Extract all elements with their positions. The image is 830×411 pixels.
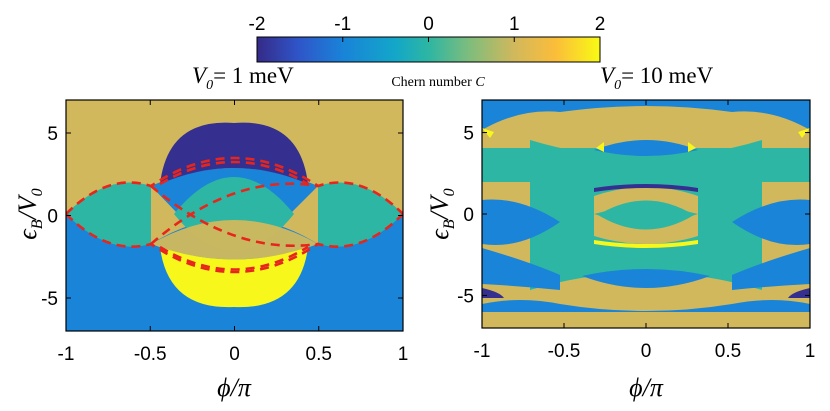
bottom-band-c-minus1 xyxy=(482,300,810,312)
purple-sliver-br xyxy=(788,288,810,298)
colorbar-label: Chern number C xyxy=(391,75,485,90)
colorbar-tick-label: -2 xyxy=(249,14,266,35)
lens-left-c0 xyxy=(66,182,151,247)
y-tick-label: 5 xyxy=(463,124,474,145)
dash-upper-arc xyxy=(66,156,403,215)
x-tick-label: 0.5 xyxy=(715,341,741,362)
gap-closing-lines xyxy=(66,156,403,274)
x-tick-label: 1 xyxy=(805,341,816,362)
yellow-sliver-tl xyxy=(482,128,494,138)
colorbar: -2 -1 0 1 2 Chern number C xyxy=(249,14,606,90)
panel-left-plot xyxy=(66,100,403,331)
dome-c-minus2 xyxy=(160,122,308,184)
panel-right-xlabel: ϕ/π xyxy=(629,373,664,402)
x-tick-label: 0 xyxy=(229,344,240,365)
left-lobe-c-minus1 xyxy=(482,199,560,246)
colorbar-tick-label: -1 xyxy=(334,14,351,35)
panel-left: V0= 1 meV -1 -0.5 0 0.5 1 5 0 -5 ϕ/π ϵB/V0 xyxy=(13,63,408,402)
colorbar-tick-label: 0 xyxy=(423,14,434,35)
center-top-c-minus1 xyxy=(594,140,698,156)
right-lower-lobe-c-minus1 xyxy=(732,248,810,290)
left-lower-lobe-c-minus1 xyxy=(482,248,560,290)
y-tick-label: 5 xyxy=(47,124,58,145)
panel-right: V0= 10 meV -1 -0.5 0 0.5 1 5 0 -5 xyxy=(425,63,815,402)
x-tick-label: -0.5 xyxy=(134,344,167,365)
colorbar-tick-label: 2 xyxy=(595,14,606,35)
y-tick-label: 0 xyxy=(47,207,58,228)
lower-mid-c-plus1 xyxy=(151,220,318,260)
colorbar-ticks: -2 -1 0 1 2 xyxy=(249,14,606,42)
yellow-sliver-center-r xyxy=(688,142,696,152)
x-tick-label: 1 xyxy=(398,344,409,365)
center-thin-bottom-c-plus2 xyxy=(594,240,698,248)
dash-lower-arc xyxy=(66,213,403,274)
top-band-c-minus1 xyxy=(482,100,810,130)
panel-left-xlabel: ϕ/π xyxy=(217,373,252,402)
panel-right-axes: -1 -0.5 0 0.5 1 5 0 -5 xyxy=(457,100,815,362)
dash-top-ellipse xyxy=(159,160,309,186)
yellow-sliver-tr xyxy=(798,128,810,138)
y-tick-label: -5 xyxy=(41,289,58,310)
lens-right-c0 xyxy=(318,182,403,247)
x-tick-label: -1 xyxy=(474,341,491,362)
x-tick-label: -0.5 xyxy=(548,341,581,362)
dash-cross-a xyxy=(150,185,319,248)
yellow-sliver-center xyxy=(596,142,604,152)
bowl-c-plus2 xyxy=(160,247,308,308)
right-lobe-c-minus1 xyxy=(732,199,810,246)
panel-right-ylabel: ϵB/V0 xyxy=(425,188,458,239)
panel-right-plot xyxy=(482,100,810,328)
colorbar-tick-label: 1 xyxy=(509,14,520,35)
dash-bottom-ellipse xyxy=(159,245,309,271)
panel-right-title: V0= 10 meV xyxy=(600,63,714,93)
x-tick-label: 0.5 xyxy=(306,344,332,365)
center-thin-top-c-minus2 xyxy=(594,184,698,192)
x-tick-label: -1 xyxy=(58,344,75,365)
x-tick-label: 0 xyxy=(641,341,652,362)
bottom-lobe-c-minus1 xyxy=(582,269,710,288)
panel-left-axes: -1 -0.5 0 0.5 1 5 0 -5 xyxy=(41,100,408,365)
y-tick-label: 0 xyxy=(463,205,474,226)
center-oval-c0 xyxy=(598,200,694,230)
dash-cross-b xyxy=(150,182,319,245)
purple-sliver-bl xyxy=(482,288,504,298)
panel-left-ylabel: ϵB/V0 xyxy=(13,188,46,239)
y-tick-label: -5 xyxy=(457,286,474,307)
panel-left-title: V0= 1 meV xyxy=(192,63,294,93)
